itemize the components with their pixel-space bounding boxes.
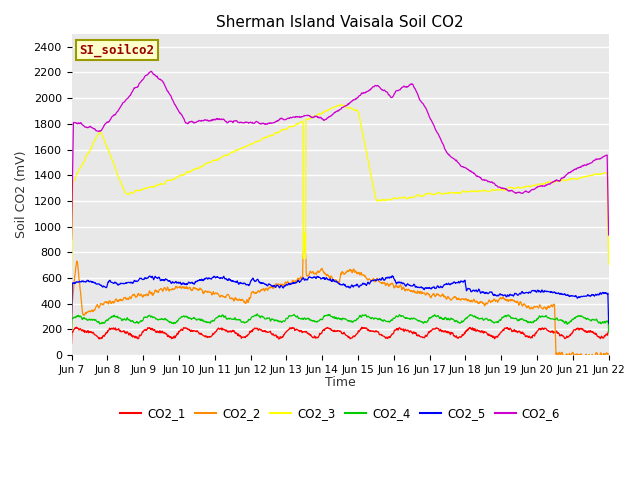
CO2_3 [494, 187, 502, 192]
CO2_4 [187, 316, 195, 322]
CO2_3 [187, 168, 195, 174]
CO2_6 [248, 120, 255, 126]
CO2_6 [148, 69, 156, 74]
CO2_3 [174, 174, 182, 180]
CO2_4 [253, 311, 261, 317]
CO2_2 [174, 285, 182, 290]
CO2_3 [424, 191, 431, 197]
Line: CO2_5: CO2_5 [72, 276, 609, 324]
CO2_5 [541, 288, 549, 294]
CO2_3 [605, 261, 612, 267]
CO2_5 [68, 316, 76, 322]
CO2_5 [605, 321, 612, 326]
CO2_2 [587, 356, 595, 361]
CO2_2 [187, 287, 195, 292]
CO2_2 [494, 300, 502, 305]
CO2_2 [605, 351, 612, 357]
CO2_3 [68, 266, 76, 272]
CO2_2 [424, 290, 431, 296]
CO2_3 [541, 180, 549, 186]
CO2_4 [494, 320, 502, 325]
CO2_1 [175, 331, 182, 336]
Text: SI_soilco2: SI_soilco2 [79, 44, 155, 57]
CO2_1 [68, 340, 76, 346]
CO2_1 [605, 328, 612, 334]
CO2_2 [301, 237, 308, 242]
CO2_6 [188, 119, 195, 124]
CO2_5 [174, 279, 182, 285]
CO2_3 [338, 102, 346, 108]
CO2_5 [424, 285, 431, 291]
CO2_6 [68, 236, 76, 242]
Legend: CO2_1, CO2_2, CO2_3, CO2_4, CO2_5, CO2_6: CO2_1, CO2_2, CO2_3, CO2_4, CO2_5, CO2_6 [115, 403, 565, 425]
CO2_1 [424, 332, 431, 337]
CO2_6 [424, 109, 431, 115]
CO2_1 [72, 324, 80, 330]
CO2_6 [175, 108, 182, 113]
CO2_6 [541, 183, 549, 189]
CO2_5 [388, 273, 396, 279]
CO2_4 [174, 318, 182, 324]
CO2_3 [247, 141, 255, 147]
CO2_4 [424, 318, 431, 324]
Title: Sherman Island Vaisala Soil CO2: Sherman Island Vaisala Soil CO2 [216, 15, 464, 30]
Line: CO2_2: CO2_2 [72, 240, 609, 359]
CO2_2 [247, 291, 255, 297]
CO2_4 [68, 328, 76, 334]
CO2_1 [248, 328, 255, 334]
CO2_2 [541, 305, 549, 311]
CO2_1 [541, 326, 549, 332]
Line: CO2_6: CO2_6 [72, 72, 609, 239]
CO2_5 [247, 277, 255, 283]
CO2_1 [494, 334, 502, 340]
CO2_1 [188, 327, 195, 333]
CO2_5 [187, 280, 195, 286]
CO2_6 [605, 232, 612, 238]
CO2_4 [247, 315, 255, 321]
CO2_4 [541, 313, 549, 319]
Line: CO2_3: CO2_3 [72, 105, 609, 269]
Y-axis label: Soil CO2 (mV): Soil CO2 (mV) [15, 151, 28, 238]
CO2_5 [494, 293, 502, 299]
CO2_4 [605, 329, 612, 335]
Line: CO2_4: CO2_4 [72, 314, 609, 332]
X-axis label: Time: Time [324, 376, 355, 389]
CO2_2 [68, 328, 76, 334]
Line: CO2_1: CO2_1 [72, 327, 609, 343]
CO2_6 [494, 184, 502, 190]
